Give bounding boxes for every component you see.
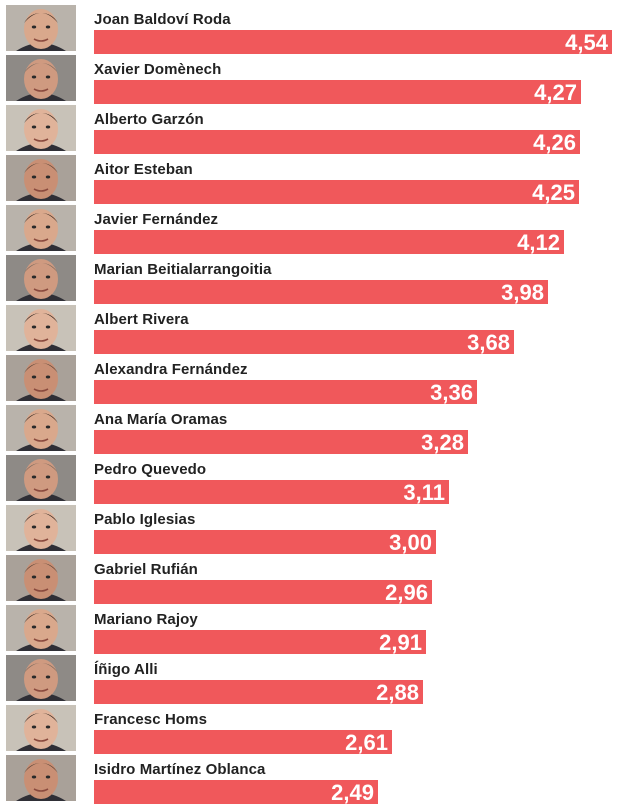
- category-label: Joan Baldoví Roda: [94, 11, 231, 28]
- bar: 2,49: [94, 780, 378, 805]
- data-label: 3,11: [403, 480, 445, 505]
- category-label: Íñigo Alli: [94, 661, 158, 678]
- category-label: Mariano Rajoy: [94, 611, 198, 628]
- data-label: 3,68: [467, 330, 510, 355]
- bar-row: Albert Rivera 3,68: [0, 301, 630, 355]
- bar-row: Isidro Martínez Oblanca 2,49: [0, 751, 630, 805]
- bar: 3,98: [94, 280, 548, 305]
- bar: 2,61: [94, 730, 392, 755]
- bar: 3,11: [94, 480, 449, 505]
- category-label: Xavier Domènech: [94, 61, 222, 78]
- portrait-photo: [6, 305, 76, 351]
- data-label: 3,98: [501, 280, 544, 305]
- bar-row: Mariano Rajoy 2,91: [0, 601, 630, 655]
- portrait-photo: [6, 105, 76, 151]
- bar-row: Ana María Oramas 3,28: [0, 401, 630, 455]
- bar: 4,27: [94, 80, 581, 105]
- portrait-photo: [6, 505, 76, 551]
- portrait-photo: [6, 755, 76, 801]
- category-label: Albert Rivera: [94, 311, 189, 328]
- portrait-photo: [6, 255, 76, 301]
- category-label: Aitor Esteban: [94, 161, 193, 178]
- category-label: Gabriel Rufián: [94, 561, 198, 578]
- data-label: 4,26: [533, 130, 576, 155]
- bar-row: Alberto Garzón 4,26: [0, 101, 630, 155]
- data-label: 2,96: [385, 580, 428, 605]
- portrait-photo: [6, 705, 76, 751]
- bar-row: Aitor Esteban 4,25: [0, 151, 630, 205]
- data-label: 3,00: [389, 530, 432, 555]
- data-label: 4,25: [532, 180, 575, 205]
- category-label: Ana María Oramas: [94, 411, 228, 428]
- category-label: Marian Beitialarrangoitia: [94, 261, 272, 278]
- data-label: 2,61: [345, 730, 388, 755]
- bar: 4,54: [94, 30, 612, 55]
- bar: 4,12: [94, 230, 564, 255]
- portrait-photo: [6, 655, 76, 701]
- category-label: Javier Fernández: [94, 211, 219, 228]
- data-label: 2,91: [379, 630, 422, 655]
- bar-row: Javier Fernández 4,12: [0, 201, 630, 255]
- data-label: 4,12: [517, 230, 560, 255]
- data-label: 4,27: [534, 80, 577, 105]
- bar-row: Pablo Iglesias 3,00: [0, 501, 630, 555]
- portrait-photo: [6, 405, 76, 451]
- bar-row: Íñigo Alli 2,88: [0, 651, 630, 705]
- portrait-photo: [6, 605, 76, 651]
- bar-row: Marian Beitialarrangoitia 3,98: [0, 251, 630, 305]
- category-label: Alberto Garzón: [94, 111, 204, 128]
- portrait-photo: [6, 5, 76, 51]
- category-label: Alexandra Fernández: [94, 361, 248, 378]
- data-label: 3,28: [421, 430, 464, 455]
- portrait-photo: [6, 355, 76, 401]
- portrait-photo: [6, 55, 76, 101]
- bar: 2,96: [94, 580, 432, 605]
- category-label: Francesc Homs: [94, 711, 208, 728]
- bar-row: Gabriel Rufián 2,96: [0, 551, 630, 605]
- portrait-photo: [6, 455, 76, 501]
- bar: 3,36: [94, 380, 477, 405]
- portrait-photo: [6, 555, 76, 601]
- bar: 2,88: [94, 680, 423, 705]
- data-label: 4,54: [565, 30, 608, 55]
- bar-row: Alexandra Fernández 3,36: [0, 351, 630, 405]
- category-label: Pedro Quevedo: [94, 461, 207, 478]
- category-label: Pablo Iglesias: [94, 511, 196, 528]
- category-label: Isidro Martínez Oblanca: [94, 761, 266, 778]
- bar: 4,25: [94, 180, 579, 205]
- portrait-photo: [6, 205, 76, 251]
- bar-row: Pedro Quevedo 3,11: [0, 451, 630, 505]
- bar: 3,00: [94, 530, 436, 555]
- bar: 2,91: [94, 630, 426, 655]
- data-label: 2,88: [376, 680, 419, 705]
- bar: 4,26: [94, 130, 580, 155]
- portrait-photo: [6, 155, 76, 201]
- bar-row: Joan Baldoví Roda 4,54: [0, 1, 630, 55]
- bar: 3,28: [94, 430, 468, 455]
- data-label: 2,49: [331, 780, 374, 805]
- bar: 3,68: [94, 330, 514, 355]
- bar-row: Francesc Homs 2,61: [0, 701, 630, 755]
- data-label: 3,36: [430, 380, 473, 405]
- bar-row: Xavier Domènech 4,27: [0, 51, 630, 105]
